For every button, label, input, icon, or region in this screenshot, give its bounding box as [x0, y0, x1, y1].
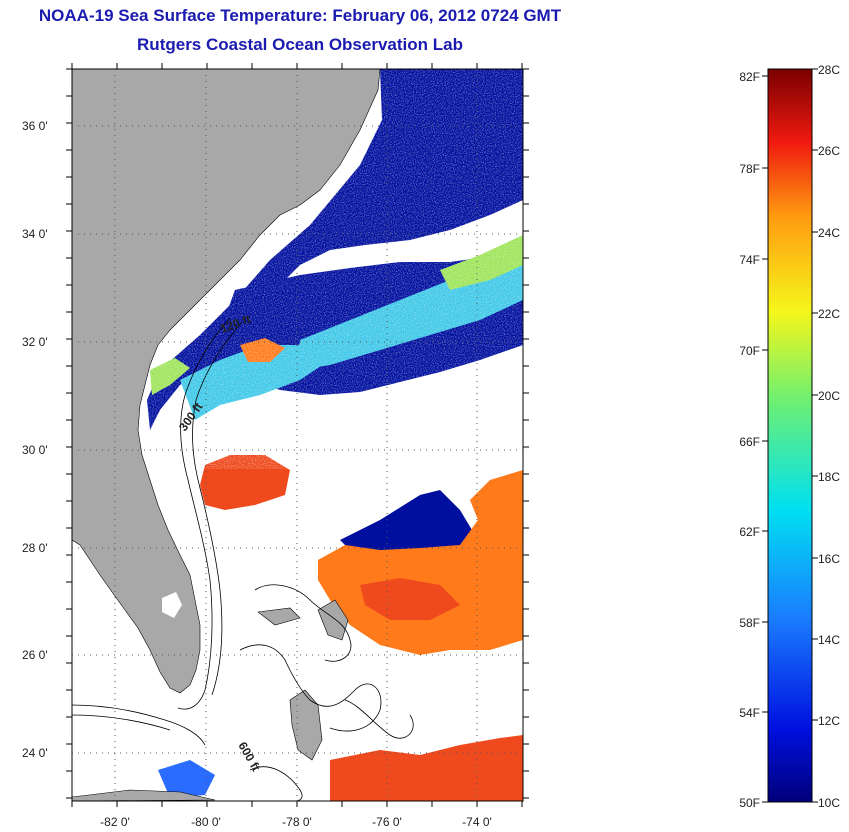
colorbar-c-label: 12C [818, 714, 840, 728]
map-title: NOAA-19 Sea Surface Temperature: Februar… [38, 6, 562, 25]
lon-label: -78 0' [282, 815, 312, 829]
graticule [72, 69, 523, 801]
lon-label: -80 0' [191, 815, 221, 829]
land-cuba [72, 789, 216, 801]
colorbar-c-label: 16C [818, 552, 840, 566]
colorbar-c-label: 24C [818, 226, 840, 240]
colorbar-c-label: 22C [818, 307, 840, 321]
land-southeast-us [72, 69, 381, 694]
colorbar-f-label: 54F [739, 706, 760, 720]
land-bahamas-grand [257, 607, 301, 626]
colorbar [767, 68, 813, 803]
land-bahamas-abaco [317, 599, 349, 641]
isobath-contours [72, 317, 414, 801]
lat-label: 34 0' [22, 227, 48, 241]
colorbar-c-label: 14C [818, 633, 840, 647]
colorbar-c-label: 10C [818, 796, 840, 810]
map-subtitle: Rutgers Coastal Ocean Observation Lab [137, 35, 463, 54]
lon-label: -74 0' [462, 815, 492, 829]
warm-water-offshore-red [360, 578, 460, 620]
colorbar-c-label: 18C [818, 470, 840, 484]
colorbar-f-label: 74F [739, 253, 760, 267]
lat-label: 32 0' [22, 335, 48, 349]
colorbar-ticks [762, 68, 818, 803]
lon-label: -82 0' [100, 815, 130, 829]
lat-label: 28 0' [22, 541, 48, 555]
sst-layer [72, 69, 523, 801]
colorbar-f-label: 66F [739, 435, 760, 449]
lon-label: -76 0' [372, 815, 402, 829]
axis-ticks [66, 63, 529, 807]
cold-water-south-patch [158, 760, 215, 798]
warm-water-offshore [318, 470, 523, 655]
colorbar-f-label: 62F [739, 525, 760, 539]
colorbar-c-label: 26C [818, 144, 840, 158]
land-bahamas-andros [289, 689, 323, 761]
lat-label: 30 0' [22, 443, 48, 457]
colorbar-c-label: 20C [818, 389, 840, 403]
colorbar-f-label: 78F [739, 162, 760, 176]
lat-label: 26 0' [22, 648, 48, 662]
lat-label: 24 0' [22, 746, 48, 760]
colorbar-f-label: 70F [739, 344, 760, 358]
lat-label: 36 0' [22, 119, 48, 133]
warm-water-south [330, 735, 523, 801]
colorbar-c-label: 28C [818, 63, 840, 77]
colorbar-f-label: 50F [739, 796, 760, 810]
colorbar-f-label: 82F [739, 70, 760, 84]
land-lake-okeechobee [162, 592, 182, 618]
colorbar-f-label: 58F [739, 616, 760, 630]
